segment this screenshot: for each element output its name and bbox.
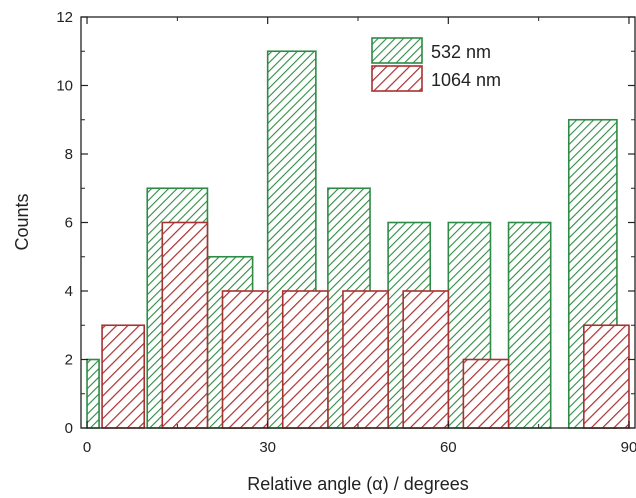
legend-label-1064nm: 1064 nm	[431, 70, 501, 90]
y-tick-label: 2	[65, 352, 73, 369]
y-tick-label: 4	[65, 283, 73, 300]
legend-label-532nm: 532 nm	[431, 42, 491, 62]
bar-1064nm-4	[281, 290, 329, 429]
x-tick-label: 90	[621, 439, 636, 456]
legend-swatch-1064nm	[371, 65, 423, 92]
legend: 532 nm 1064 nm	[371, 37, 501, 92]
y-tick-label: 12	[56, 9, 73, 26]
y-tick-label: 6	[65, 215, 73, 232]
y-axis-title: Counts	[12, 193, 32, 250]
y-axis-ticks: 0 2 4 6 8 10 12	[56, 9, 635, 437]
bar-1064nm-6	[402, 290, 450, 429]
x-axis-ticks: 0 30 60 90	[83, 17, 636, 456]
bar-1064nm-5	[342, 290, 389, 429]
x-tick-label: 30	[259, 439, 276, 456]
bar-1064nm-2	[161, 221, 209, 429]
x-tick-label: 60	[440, 439, 457, 456]
bar-532nm-1	[86, 358, 100, 429]
series-1064nm-bars	[101, 221, 630, 429]
bar-1064nm-7	[462, 358, 510, 429]
y-tick-label: 0	[65, 420, 73, 437]
x-tick-label: 0	[83, 439, 91, 456]
bar-1064nm-8	[583, 324, 630, 429]
y-tick-label: 8	[65, 146, 73, 163]
x-axis-title: Relative angle (α) / degrees	[247, 474, 469, 494]
bar-1064nm-3	[221, 290, 269, 429]
bar-1064nm-1	[101, 324, 146, 429]
legend-swatch-532nm	[371, 37, 423, 64]
bar-532nm-8	[507, 221, 552, 429]
y-tick-label: 10	[56, 78, 73, 95]
